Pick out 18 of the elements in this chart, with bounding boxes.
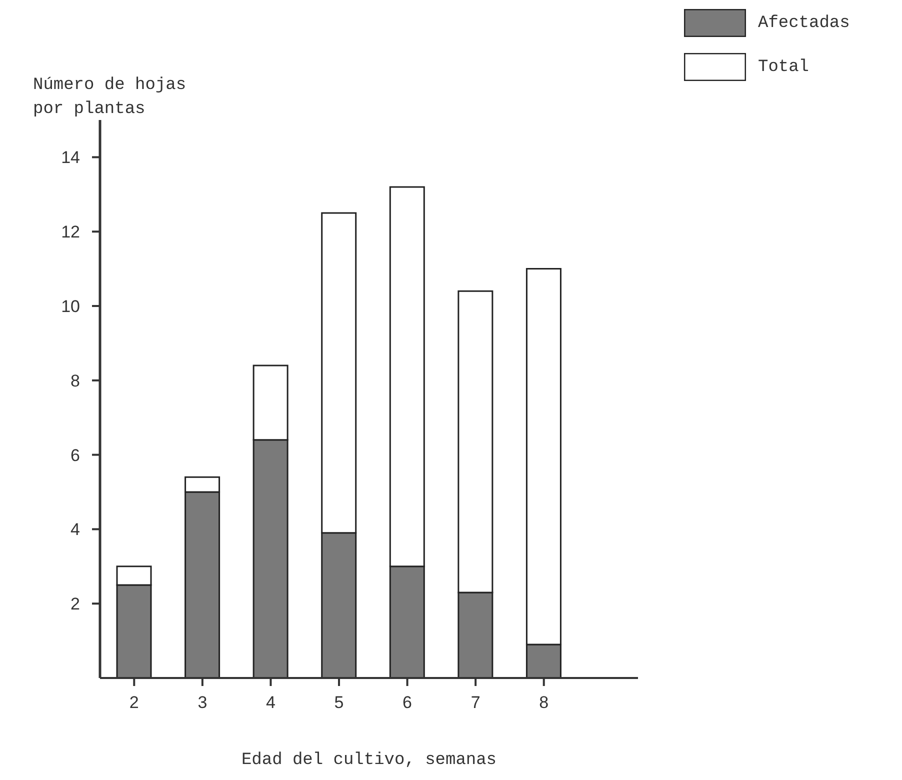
x-tick-label: 8 xyxy=(539,693,549,712)
legend-label: Afectadas xyxy=(758,14,850,32)
x-tick-label: 6 xyxy=(402,693,412,712)
x-tick-label: 7 xyxy=(470,693,480,712)
y-tick-label: 12 xyxy=(61,222,80,242)
x-tick-label: 2 xyxy=(129,693,139,712)
x-axis-title: Edad del cultivo, semanas xyxy=(241,751,497,770)
x-tick-label: 4 xyxy=(266,693,276,712)
y-tick-label: 8 xyxy=(70,371,80,390)
y-tick-label: 10 xyxy=(61,297,80,316)
y-tick-label: 2 xyxy=(70,594,80,614)
legend-label: Total xyxy=(758,58,810,76)
y-tick-label: 4 xyxy=(70,520,80,540)
x-tick-label: 5 xyxy=(334,693,344,712)
y-axis-title: Número de hojas por plantas xyxy=(33,75,186,121)
y-tick-label: 6 xyxy=(70,446,80,465)
x-tick-label: 3 xyxy=(198,693,208,712)
y-tick-label: 14 xyxy=(61,148,80,168)
